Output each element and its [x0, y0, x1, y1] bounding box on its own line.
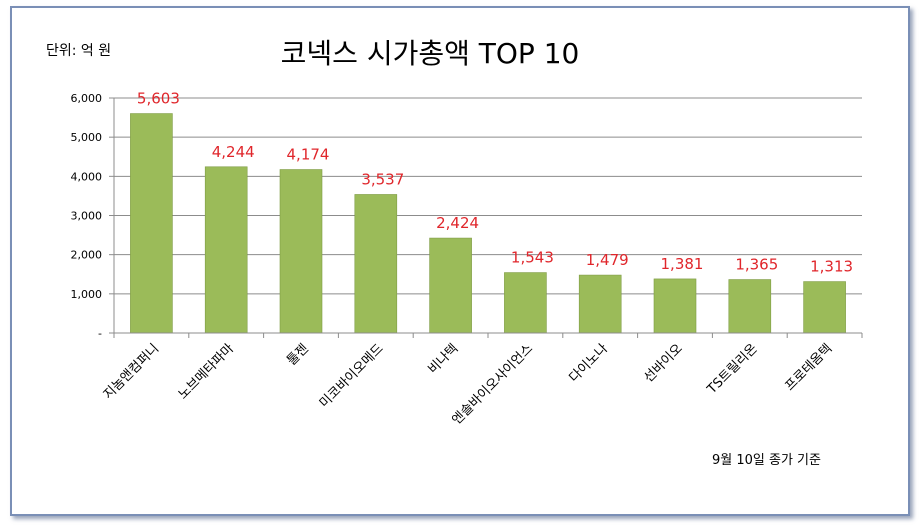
- unit-label: 단위: 억 원: [46, 43, 112, 59]
- category-label: 다이노나: [567, 341, 611, 385]
- category-label: 프로테옴텍: [783, 341, 836, 394]
- y-tick-label: 3,000: [71, 210, 103, 223]
- y-tick-label: 2,000: [71, 249, 103, 262]
- data-label: 1,543: [511, 249, 554, 267]
- data-label: 1,365: [735, 256, 778, 274]
- data-label: 5,603: [137, 90, 180, 108]
- bar: [803, 281, 846, 334]
- category-label: 비나텍: [425, 341, 461, 377]
- y-tick-label: 5,000: [71, 131, 103, 144]
- bar: [130, 113, 173, 334]
- bar: [279, 169, 323, 334]
- y-tick-label: 4,000: [71, 170, 103, 183]
- data-label: 1,479: [586, 251, 629, 269]
- bar: [653, 278, 697, 334]
- data-label: 3,537: [361, 170, 404, 188]
- category-label: 엔솔바이오사이언스: [450, 341, 537, 428]
- category-label: 노브메타파마: [176, 341, 237, 402]
- category-label: 툴젠: [284, 341, 312, 369]
- bar: [429, 237, 472, 334]
- bar: [728, 279, 772, 334]
- data-label: 1,381: [661, 255, 704, 273]
- bar: [578, 274, 622, 334]
- footnote: 9월 10일 종가 기준: [712, 453, 821, 468]
- data-label: 4,244: [212, 143, 255, 161]
- bar: [354, 194, 398, 334]
- y-tick-label: -: [98, 327, 102, 340]
- data-label: 4,174: [287, 146, 330, 164]
- y-tick-label: 1,000: [71, 288, 103, 301]
- data-label: 2,424: [436, 214, 479, 232]
- bar: [204, 166, 248, 334]
- category-label: 선바이오: [641, 341, 685, 385]
- category-label: 지놈앤컴퍼니: [101, 341, 162, 402]
- category-label: 미코바이오메드: [317, 341, 387, 411]
- category-label: TS트릴리온: [704, 341, 761, 398]
- bar: [504, 272, 547, 334]
- data-label: 1,313: [810, 258, 853, 276]
- chart-title: 코넥스 시가총액 TOP 10: [280, 37, 580, 70]
- y-tick-label: 6,000: [71, 92, 103, 105]
